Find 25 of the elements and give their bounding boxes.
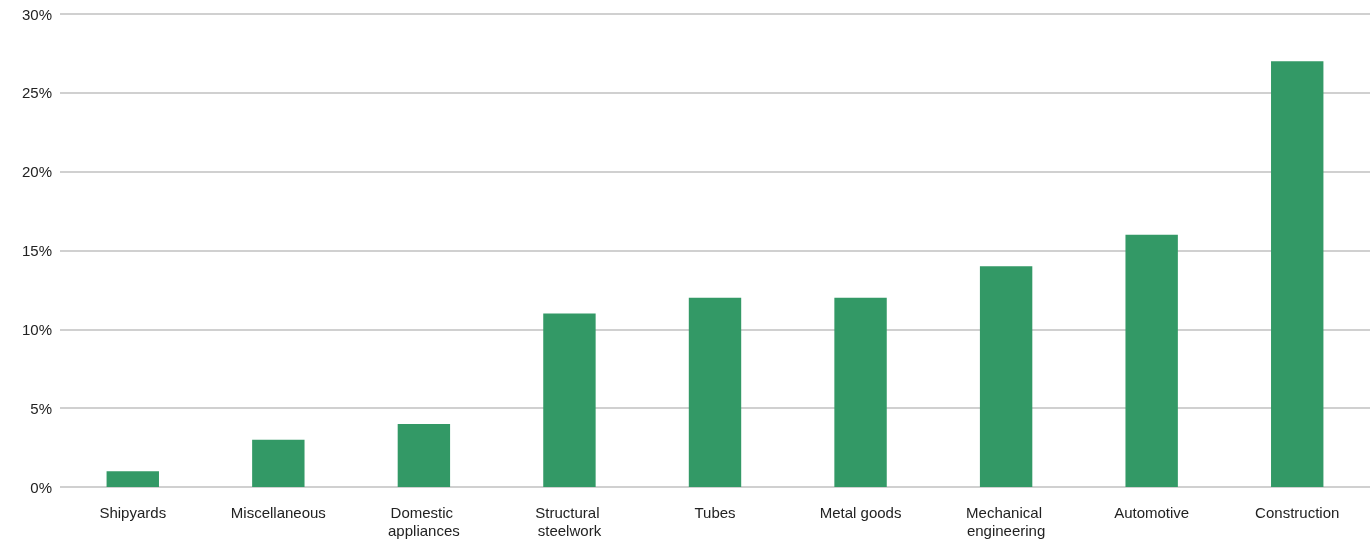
bar (106, 471, 159, 487)
y-tick-label: 30% (21, 5, 52, 23)
bar (252, 439, 305, 487)
y-tick-label: 15% (21, 242, 52, 259)
bar (1271, 61, 1324, 487)
x-tick-label: Structural steelwork (535, 503, 604, 539)
x-tick-label: Construction (1255, 503, 1340, 521)
y-tick-label: 5% (30, 399, 52, 417)
x-tick-label: Tubes (694, 503, 736, 521)
x-tick-label: Shipyards (99, 503, 167, 521)
x-tick-label: Domestic appliances (388, 503, 460, 539)
x-tick-label: Mechanical engineering (966, 503, 1047, 539)
bar (543, 313, 596, 487)
bar (688, 297, 742, 487)
x-tick-label: Automotive (1114, 503, 1190, 521)
y-tick-label: 10% (21, 320, 52, 338)
bar (834, 297, 887, 487)
x-tick-label: Metal goods (819, 503, 902, 521)
y-tick-label: 20% (21, 163, 52, 181)
bar (397, 423, 451, 487)
bar (1125, 234, 1178, 487)
x-tick-label: Miscellaneous (230, 503, 326, 521)
bar (979, 266, 1033, 487)
y-tick-label: 25% (21, 84, 52, 102)
y-tick-label: 0% (30, 478, 52, 496)
